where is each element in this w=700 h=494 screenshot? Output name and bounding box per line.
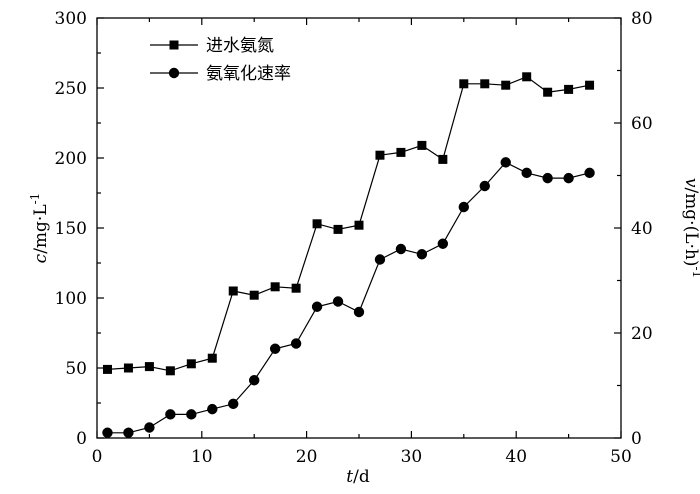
series-2-point <box>186 409 197 420</box>
series-2-point <box>416 249 428 260</box>
series-2-point <box>165 409 176 420</box>
series-1-point <box>312 219 322 229</box>
x-axis-title: t/d <box>346 467 370 487</box>
series-2-point <box>521 167 532 179</box>
x-tick-label: 10 <box>191 447 213 467</box>
y-left-tick-label: 200 <box>55 149 87 169</box>
series-2-point <box>479 180 490 192</box>
y-left-axis-ticks: 0 50 100 150 200 250 300 <box>55 9 104 449</box>
series-1-point <box>375 150 385 160</box>
series-2-point <box>584 167 595 179</box>
series-1-point <box>501 80 511 90</box>
series-2-point <box>395 243 407 255</box>
series-1-point <box>543 87 553 97</box>
legend-label: 氨氧化速率 <box>206 64 291 84</box>
series-1-line <box>107 76 590 372</box>
x-tick-label: 50 <box>610 447 632 467</box>
legend-item: 进水氨氮 <box>150 36 274 56</box>
y-right-axis-title: v/mg·(L·h)-1 <box>681 178 700 278</box>
series-2-point <box>249 375 260 386</box>
series-2-point <box>228 398 239 410</box>
y-left-tick-label: 300 <box>55 9 87 29</box>
y-left-tick-label: 0 <box>76 429 87 449</box>
series-1-point <box>459 79 469 89</box>
series-2-point <box>290 338 302 349</box>
y-right-tick-label: 0 <box>631 429 642 449</box>
x-tick-label: 0 <box>92 447 103 467</box>
x-axis-ticks: 0 10 20 30 40 50 <box>92 18 632 467</box>
series-2-line <box>107 161 590 434</box>
legend-marker <box>168 67 180 79</box>
series-1-point <box>354 220 364 230</box>
series-2 <box>102 157 595 438</box>
series-1-point <box>291 283 301 293</box>
series-2-point <box>542 172 553 184</box>
legend-label: 进水氨氮 <box>206 36 274 56</box>
y-left-tick-label: 100 <box>55 289 87 309</box>
series-1-point <box>417 140 427 150</box>
series-1-point <box>564 84 574 94</box>
series-1-point <box>165 366 175 376</box>
series-2-point <box>311 301 323 312</box>
series-1-point <box>123 363 133 373</box>
series-2-point <box>332 296 344 307</box>
y-right-tick-label: 60 <box>631 114 653 134</box>
series-2-point <box>374 254 386 265</box>
series-2-point <box>123 427 134 438</box>
series-2-point <box>144 422 155 433</box>
y-left-axis-title: c/mg·L-1 <box>28 193 51 264</box>
series-2-point <box>458 201 469 213</box>
y-right-axis-ticks: 0 20 40 60 80 <box>614 9 653 449</box>
series-2-point <box>500 157 511 168</box>
series-layer <box>102 72 595 438</box>
y-left-tick-label: 50 <box>65 359 87 379</box>
series-1-point <box>186 359 196 369</box>
y-left-tick-label: 250 <box>55 79 87 99</box>
series-1-point <box>249 290 259 300</box>
series-1-point <box>522 72 532 82</box>
legend-item: 氨氧化速率 <box>150 64 291 84</box>
series-2-point <box>102 427 113 438</box>
series-2-point <box>269 343 281 354</box>
series-2-point <box>437 238 449 249</box>
series-1-point <box>102 364 112 374</box>
series-1-point <box>480 79 490 89</box>
series-1-point <box>333 224 343 234</box>
series-2-point <box>207 403 218 415</box>
series-2-point <box>563 172 574 184</box>
series-1-point <box>228 286 238 296</box>
series-1-point <box>438 154 448 164</box>
series-1-point <box>144 362 154 372</box>
series-1 <box>102 72 595 376</box>
series-2-point <box>353 306 365 318</box>
x-tick-label: 20 <box>296 447 318 467</box>
x-tick-label: 40 <box>505 447 527 467</box>
series-1-point <box>207 353 217 363</box>
series-1-point <box>585 80 595 90</box>
x-tick-label: 30 <box>401 447 423 467</box>
y-right-tick-label: 20 <box>631 324 653 344</box>
legend-marker <box>169 40 179 50</box>
y-right-tick-label: 40 <box>631 219 653 239</box>
series-1-point <box>396 147 406 157</box>
y-left-tick-label: 150 <box>55 219 87 239</box>
y-right-tick-label: 80 <box>631 9 653 29</box>
series-1-point <box>270 282 280 292</box>
